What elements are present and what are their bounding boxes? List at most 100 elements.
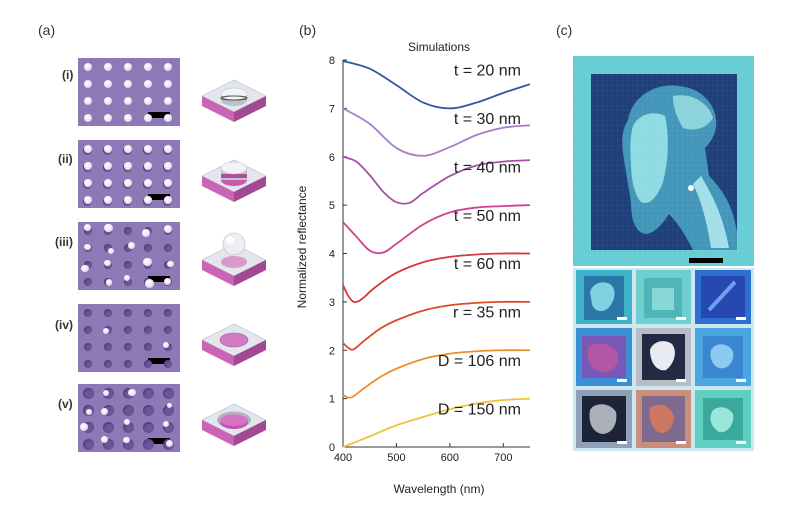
nanostructure-hole <box>84 309 92 317</box>
series-line <box>342 155 530 205</box>
nanostructure-dot <box>144 145 152 153</box>
schematic-iii <box>201 232 267 286</box>
nanostructure-hole <box>123 439 134 450</box>
scale-bar <box>689 258 723 263</box>
nanostructure-hole <box>84 278 92 286</box>
y-tick-label: 5 <box>329 200 335 212</box>
nanostructure-dot <box>163 224 172 233</box>
pearl-earring-painting <box>573 56 754 266</box>
nanostructure-dot <box>84 223 92 231</box>
nanostructure-hole <box>84 261 92 269</box>
series-line <box>342 204 530 255</box>
nanostructure-dot <box>104 97 112 105</box>
schematic-i <box>201 79 267 122</box>
schematic-ii <box>201 159 267 202</box>
series-label: t = 60 nm <box>454 256 521 273</box>
scale-bar <box>736 441 746 444</box>
nanostructure-dot <box>164 80 172 88</box>
nanostructure-dot <box>84 97 92 105</box>
nanostructure-dot <box>104 259 111 267</box>
nanostructure-dot <box>164 196 172 204</box>
x-tick-label: 600 <box>441 452 459 464</box>
sem-image-iv <box>78 304 180 372</box>
series-label: t = 20 nm <box>454 63 521 80</box>
nanostructure-dot <box>81 264 89 273</box>
nanostructure-dot <box>80 423 88 431</box>
nanostructure-hole <box>124 261 132 269</box>
nanostructure-dot <box>107 247 114 255</box>
nanostructure-dot <box>84 243 91 251</box>
y-tick-label: 8 <box>329 55 335 67</box>
nanostructure-hole <box>144 244 152 252</box>
nanostructure-hole <box>124 360 132 368</box>
nanostructure-hole <box>164 309 172 317</box>
schematic-v <box>201 403 267 446</box>
scale-bar <box>617 441 627 444</box>
y-tick-label: 3 <box>329 297 335 309</box>
nanostructure-dot <box>144 97 152 105</box>
nanostructure-hole <box>164 326 172 334</box>
nanostructure-dot <box>101 436 109 443</box>
y-tick-label: 2 <box>329 345 335 357</box>
nanostructure-hole <box>104 343 112 351</box>
nanostructure-dot <box>84 145 92 153</box>
nanostructure-dot <box>84 114 92 122</box>
nanostructure-dot <box>142 257 152 267</box>
nanostructure-dot <box>104 162 112 170</box>
nanostructure-hole <box>83 422 94 433</box>
nanostructure-dot <box>86 409 93 415</box>
nanostructure-dot <box>104 80 112 88</box>
nanostructure-hole <box>104 360 112 368</box>
row-label: (v) <box>58 397 73 411</box>
sem-image-ii <box>78 140 180 208</box>
nanostructure-hole <box>124 309 132 317</box>
thumbnail-tile <box>576 328 632 386</box>
nanostructure-dot <box>84 80 92 88</box>
nanostructure-hole <box>84 360 92 368</box>
nanostructure-hole <box>164 244 172 252</box>
nanostructure-dot <box>102 389 110 396</box>
nanostructure-dot <box>164 179 172 187</box>
thumbnail-tile <box>636 270 691 324</box>
nanostructure-hole <box>144 360 152 368</box>
nanostructure-dot <box>127 388 136 397</box>
nanostructure-hole <box>144 326 152 334</box>
nanostructure-dot <box>84 179 92 187</box>
nanostructure-dot <box>164 63 172 71</box>
nanostructure-dot <box>145 279 155 289</box>
nanostructure-dot <box>144 162 152 170</box>
nanostructure-dot <box>167 260 174 268</box>
nanostructure-dot <box>84 196 92 204</box>
row-label: (ii) <box>58 152 73 166</box>
chart-title: Simulations <box>408 40 470 54</box>
nanostructure-hole <box>103 405 114 416</box>
nanostructure-hole <box>163 422 174 433</box>
row-label: (i) <box>62 68 74 82</box>
nanostructure-dot <box>144 63 152 71</box>
nanostructure-hole <box>84 227 92 235</box>
row-label: (iii) <box>55 235 73 249</box>
nanostructure-hole <box>104 309 112 317</box>
panel-label-a: (a) <box>38 22 56 38</box>
nanostructure-hole <box>163 388 174 399</box>
y-tick-label: 7 <box>329 103 335 115</box>
nanostructure-dot <box>144 196 152 204</box>
scale-bar <box>148 112 170 118</box>
nanostructure-hole <box>144 343 152 351</box>
y-tick-label: 6 <box>329 152 335 164</box>
series-label: r = 35 nm <box>453 305 521 322</box>
nanostructure-dot <box>104 196 112 204</box>
thumbnail-tile <box>695 270 751 324</box>
nanostructure-hole <box>103 422 114 433</box>
panel-label-c: (c) <box>556 22 573 38</box>
nanostructure-dot <box>144 114 152 122</box>
nanostructure-dot <box>162 342 169 349</box>
nanostructure-hole <box>163 405 174 416</box>
nanostructure-dot <box>104 179 112 187</box>
scale-bar <box>148 194 170 200</box>
y-tick-label: 1 <box>329 394 335 406</box>
nanostructure-dot <box>104 223 113 233</box>
x-tick-label: 500 <box>387 452 405 464</box>
thumbnail-tile <box>636 328 691 386</box>
y-tick-label: 4 <box>329 249 335 261</box>
